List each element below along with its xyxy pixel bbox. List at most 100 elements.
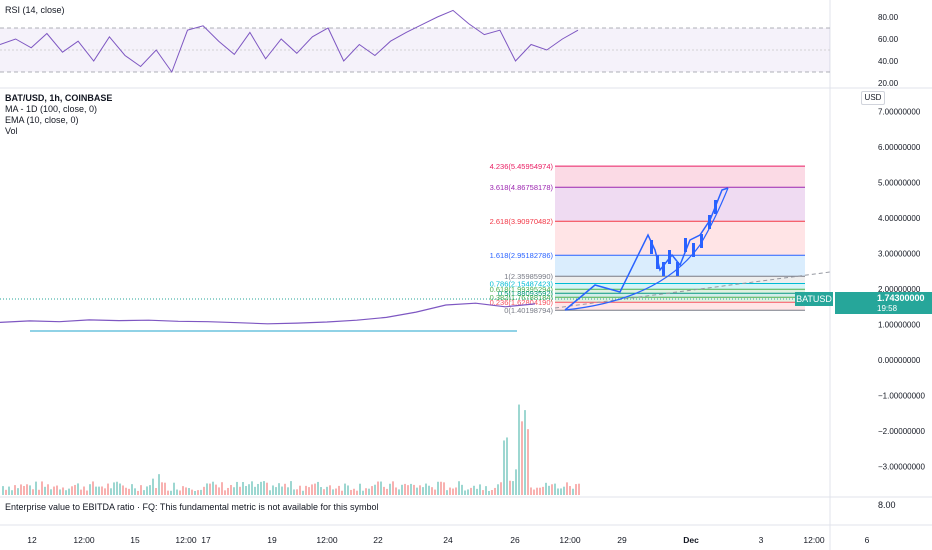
volume-bar [392, 481, 394, 495]
volume-bar [53, 486, 55, 495]
fund-axis-label: 8.00 [878, 500, 896, 510]
volume-bar [89, 484, 91, 495]
time-tick-label: 26 [510, 535, 520, 545]
time-axis[interactable]: 12 12:00 15 12:00 17 19 12:00 22 24 26 12:00 29 Dec 3… [27, 535, 869, 545]
time-tick-label: 22 [373, 535, 383, 545]
volume-bar [143, 490, 145, 495]
volume-bar [239, 486, 241, 495]
time-tick-label: Dec [683, 535, 699, 545]
price-tick-label: 4.00000000 [878, 214, 921, 223]
volume-bar [287, 487, 289, 495]
volume-bar [557, 488, 559, 495]
currency-button[interactable]: USD [861, 91, 885, 105]
fib-zone [555, 283, 805, 290]
projection-candle [650, 240, 653, 254]
volume-bar [245, 486, 247, 495]
volume-bar [74, 484, 76, 495]
vol-legend[interactable]: Vol [5, 126, 18, 136]
volume-bar [296, 489, 298, 495]
volume-bar [428, 485, 430, 495]
volume-bar [125, 487, 127, 495]
ema-legend[interactable]: EMA (10, close, 0) [5, 115, 79, 125]
volume-bar [80, 489, 82, 495]
volume-bar [560, 488, 562, 495]
projection-candle [708, 215, 711, 229]
projection-drawing[interactable] [564, 187, 729, 311]
volume-bar [341, 490, 343, 495]
volume-bar [227, 487, 229, 495]
volume-bar [47, 484, 49, 495]
rsi-tick-label: 20.00 [878, 79, 899, 88]
volume-bar [257, 483, 259, 495]
volume-bar [494, 487, 496, 495]
volume-bar [509, 480, 511, 495]
volume-bar [578, 483, 580, 495]
volume-bar [92, 481, 94, 495]
volume-bar [524, 410, 526, 495]
volume-bar [164, 482, 166, 495]
volume-bar [23, 486, 25, 495]
time-tick-label: 12:00 [175, 535, 197, 545]
volume-bar [293, 489, 295, 495]
volume-bar [194, 490, 196, 495]
volume-bar [140, 485, 142, 495]
volume-bar [425, 483, 427, 495]
volume-bar [83, 486, 85, 495]
volume-bar [56, 485, 58, 495]
volume-bar [230, 484, 232, 495]
volume-bar [206, 483, 208, 495]
volume-bar [38, 489, 40, 495]
volume-bar [383, 486, 385, 495]
symbol-title[interactable]: BAT/USD, 1h, COINBASE [5, 93, 113, 103]
price-tick-label: 7.00000000 [878, 108, 921, 117]
price-tick-label: 2.00000000 [878, 285, 921, 294]
projection-candle [656, 255, 659, 269]
fib-extension[interactable]: 4.236(5.45954974) 3.618(4.86758178) 2.618(… [490, 162, 831, 315]
volume-bar [17, 488, 19, 495]
price-line [0, 302, 536, 325]
price-axis[interactable]: 7.00000000 6.00000000 5.00000000 4.00000000… [878, 108, 925, 472]
volume-bar [65, 490, 67, 495]
volume-bar [110, 488, 112, 495]
time-tick-label: 12:00 [559, 535, 581, 545]
volume-bar [314, 483, 316, 495]
volume-bar [242, 482, 244, 495]
volume-bar [272, 485, 274, 495]
volume-bar [389, 483, 391, 495]
price-tick-label: 6.00000000 [878, 143, 921, 152]
volume-bar [551, 484, 553, 495]
time-tick-label: 12:00 [316, 535, 338, 545]
volume-bar [263, 481, 265, 495]
rsi-axis: 80.00 60.00 40.00 20.00 [878, 13, 899, 88]
price-tick-label: 3.00000000 [878, 250, 921, 259]
volume-bar [299, 485, 301, 495]
volume-bar [464, 490, 466, 495]
volume-bar [452, 488, 454, 495]
volume-bar [254, 486, 256, 495]
rsi-title[interactable]: RSI (14, close) [5, 5, 65, 15]
volume-bar [218, 487, 220, 495]
fib-level-label: 1(2.35985990) [504, 272, 553, 281]
volume-bar [275, 487, 277, 495]
volume-bar [185, 487, 187, 495]
time-tick-label: 6 [865, 535, 870, 545]
volume-bar [215, 484, 217, 495]
price-tick-label: 1.00000000 [878, 321, 921, 330]
volume-bar [35, 481, 37, 495]
volume-bar [212, 481, 214, 495]
fib-trend-line [554, 271, 831, 309]
volume-bar [431, 487, 433, 495]
volume-bar [518, 404, 520, 495]
rsi-tick-label: 60.00 [878, 35, 899, 44]
volume-bar [203, 486, 205, 495]
volume-bar [488, 490, 490, 495]
volume-bar [284, 483, 286, 495]
volume-bar [149, 485, 151, 495]
volume-bar [377, 481, 379, 495]
volume-bar [197, 490, 199, 495]
fib-zone [555, 276, 805, 284]
ma-legend[interactable]: MA - 1D (100, close, 0) [5, 104, 98, 114]
projection-candle [714, 200, 717, 214]
